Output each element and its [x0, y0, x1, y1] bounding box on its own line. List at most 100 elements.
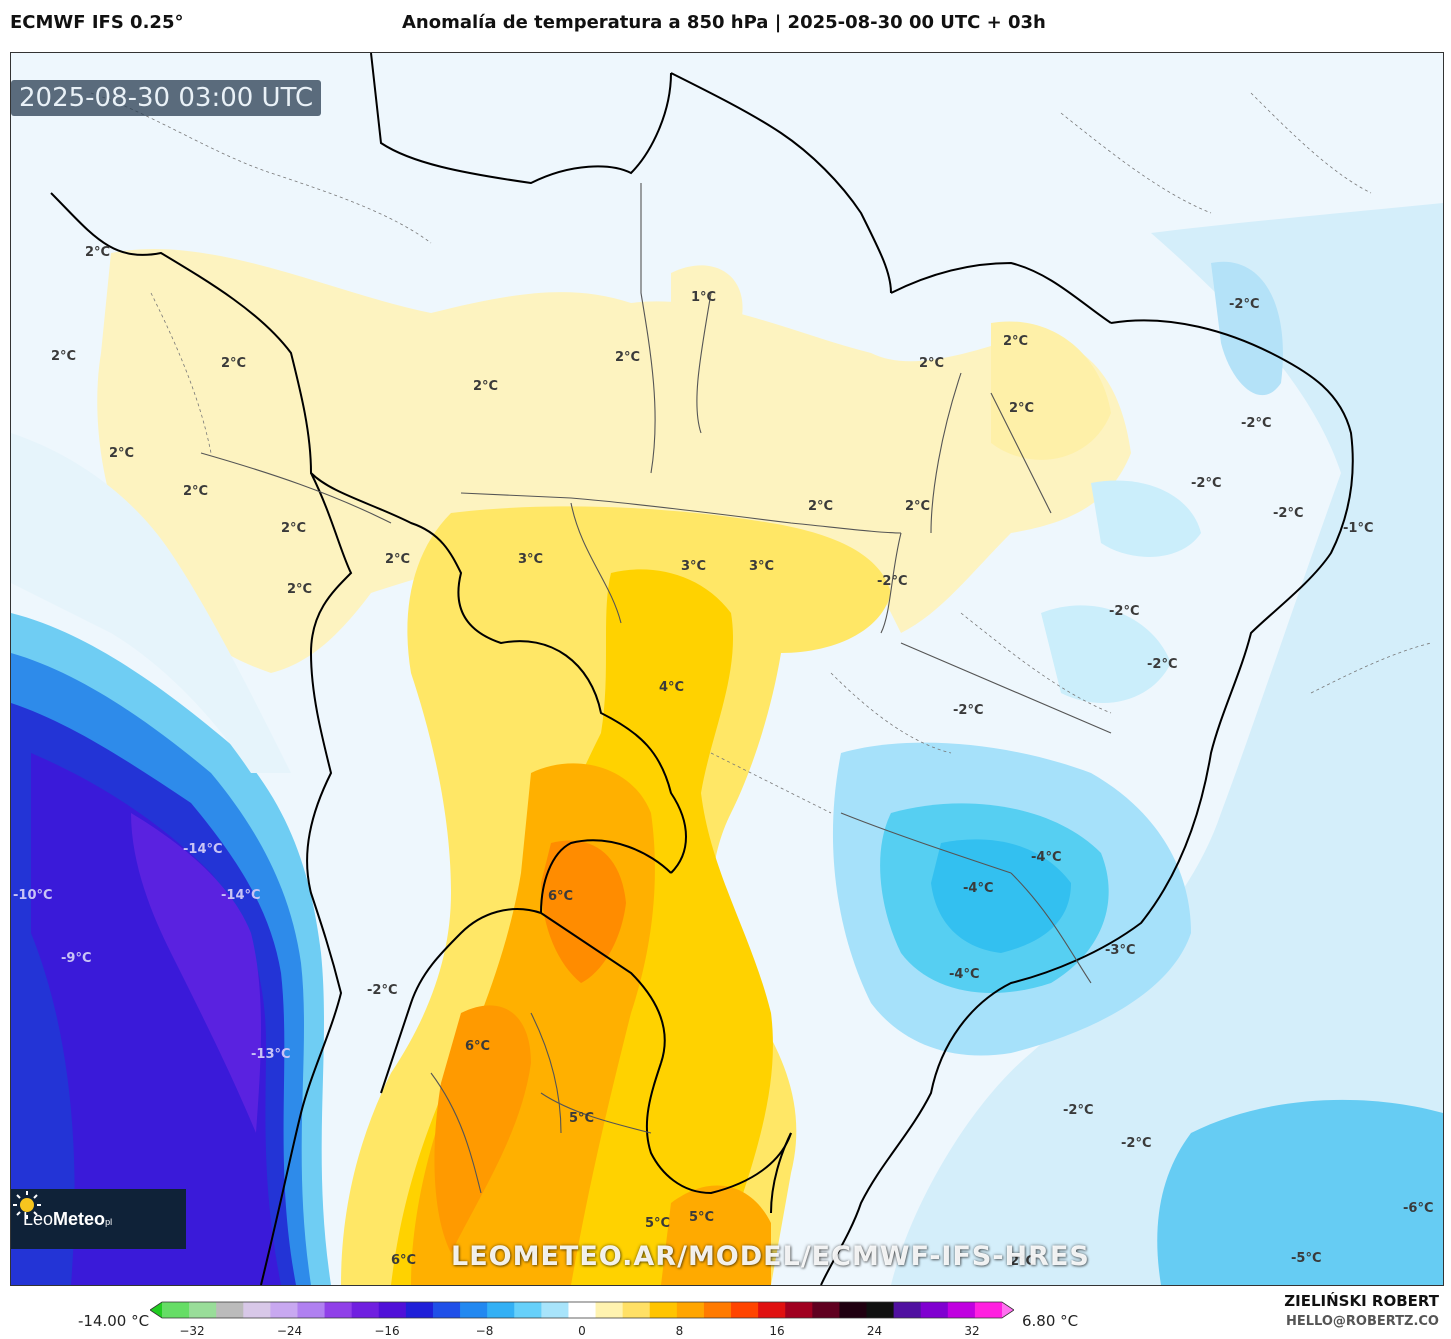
scale-max-value: 6.80 °C: [1022, 1312, 1079, 1330]
map-panel: 2025-08-30 03:00 UTC 2°C 1°C 2°C 2°C 2°C…: [10, 52, 1444, 1286]
colorbar-segment: [893, 1302, 922, 1318]
author-credit: ZIELIŃSKI ROBERT: [1284, 1292, 1439, 1310]
temp-label: 2°C: [615, 350, 641, 365]
colorbar: [150, 1301, 1014, 1319]
temp-label: 5°C: [645, 1216, 671, 1231]
colorbar-segment: [947, 1302, 976, 1318]
colorbar-outline: [150, 1301, 1014, 1319]
colorbar-segment: [487, 1302, 515, 1318]
temp-label: 2°C: [51, 349, 77, 364]
temp-label: 2°C: [905, 499, 931, 514]
temp-label: 2°C: [183, 484, 209, 499]
colorbar-tick-label: −24: [276, 1324, 303, 1338]
colorbar-segment: [785, 1302, 813, 1318]
temp-label: -2°C: [1229, 297, 1260, 312]
temp-label: 2°C: [221, 356, 247, 371]
sun-icon: [13, 1191, 41, 1219]
temp-label: 6°C: [465, 1039, 491, 1054]
temp-label: -4°C: [949, 967, 980, 982]
colorbar-tick-label: 16: [769, 1324, 785, 1338]
temp-label: 5°C: [689, 1210, 715, 1225]
scale-min-value: -14.00 °C: [78, 1312, 150, 1330]
anomaly-map: [11, 53, 1443, 1285]
temp-label: -2°C: [1273, 506, 1304, 521]
temp-label: -9°C: [61, 951, 92, 966]
temp-label: 3°C: [518, 552, 544, 567]
colorbar-segment: [162, 1302, 190, 1318]
colorbar-segment: [216, 1302, 244, 1318]
temp-label: -2°C: [1121, 1136, 1152, 1151]
temp-label: -14°C: [221, 888, 261, 903]
colorbar-segment: [839, 1302, 868, 1318]
temp-label: -2°C: [1063, 1103, 1094, 1118]
temp-label: 5°C: [569, 1111, 595, 1126]
temp-label: -10°C: [13, 888, 53, 903]
temp-label: 2°C: [919, 356, 945, 371]
colorbar-segment: [920, 1302, 949, 1318]
temp-label: 2°C: [385, 552, 411, 567]
colorbar-segment: [812, 1302, 841, 1318]
colorbar-segment: [405, 1302, 434, 1318]
temp-label: -2°C: [1241, 416, 1272, 431]
logo-wordmark: LeoMeteopl: [23, 1208, 113, 1229]
colorbar-segment: [351, 1302, 380, 1318]
temp-label: -4°C: [1031, 850, 1062, 865]
temp-label: 6°C: [548, 889, 574, 904]
model-name: ECMWF IFS 0.25°: [10, 12, 184, 33]
temp-label: -14°C: [183, 842, 223, 857]
colorbar-segment: [378, 1302, 407, 1318]
colorbar-segment: [649, 1302, 678, 1318]
colorbar-segment: [243, 1302, 271, 1318]
colorbar-tick-label: −16: [374, 1324, 400, 1338]
colorbar-segment: [270, 1302, 299, 1318]
temp-label: -2°C: [367, 983, 398, 998]
temp-label: 2°C: [1010, 1254, 1036, 1269]
temp-label: -2°C: [953, 703, 984, 718]
colorbar-segment: [731, 1302, 759, 1318]
temp-label: -2°C: [1147, 657, 1178, 672]
valid-time-badge: 2025-08-30 03:00 UTC: [11, 80, 322, 116]
colorbar-segment: [460, 1302, 488, 1318]
temp-label: 2°C: [473, 379, 499, 394]
colorbar-tick-label: 32: [964, 1324, 980, 1338]
colorbar-tick-label: 8: [675, 1324, 684, 1338]
colorbar-segment: [432, 1302, 461, 1318]
temp-label: -2°C: [1191, 476, 1222, 491]
temp-label: 2°C: [1009, 401, 1035, 416]
colorbar-segment: [974, 1302, 1003, 1318]
temp-label: -1°C: [1343, 521, 1374, 536]
colorbar-segment: [514, 1302, 542, 1318]
colorbar-tick-label: 0: [578, 1324, 586, 1338]
temp-label: -4°C: [963, 881, 994, 896]
author-contact: HELLO@ROBERTZ.CO: [1285, 1314, 1439, 1329]
temp-label: 2°C: [1003, 334, 1029, 349]
temp-label: -2°C: [1109, 604, 1140, 619]
temp-label: -3°C: [1105, 943, 1136, 958]
temp-label: 3°C: [681, 559, 707, 574]
colorbar-tick-label: −8: [475, 1324, 494, 1338]
temp-label: 3°C: [749, 559, 775, 574]
temp-label: 2°C: [109, 446, 135, 461]
colorbar-max-arrow: [1002, 1302, 1014, 1318]
colorbar-segment: [541, 1302, 570, 1318]
source-watermark: LEOMETEO.AR/MODEL/ECMWF-IFS-HRES: [451, 1241, 1090, 1272]
colorbar-min-arrow: [150, 1302, 162, 1318]
colorbar-segment: [595, 1302, 624, 1318]
colorbar-tick-label: −32: [179, 1324, 205, 1338]
colorbar-segment: [324, 1302, 353, 1318]
map-title: Anomalía de temperatura a 850 hPa | 2025…: [402, 12, 1046, 33]
temp-label: 2°C: [85, 245, 111, 260]
colorbar-segment: [189, 1302, 217, 1318]
colorbar-segment: [676, 1302, 705, 1318]
colorbar-tick-label: 24: [866, 1324, 883, 1338]
colorbar-segment: [866, 1302, 895, 1318]
temp-label: -5°C: [1291, 1251, 1322, 1266]
colorbar-segment: [703, 1302, 732, 1318]
temp-label: -13°C: [251, 1047, 291, 1062]
temp-label: 1°C: [691, 290, 717, 305]
leometeo-logo: LeoMeteopl: [11, 1189, 186, 1249]
colorbar-segment: [758, 1302, 786, 1318]
temp-label: 4°C: [659, 680, 685, 695]
colorbar-segment: [622, 1302, 651, 1318]
colorbar-segment: [297, 1302, 326, 1318]
